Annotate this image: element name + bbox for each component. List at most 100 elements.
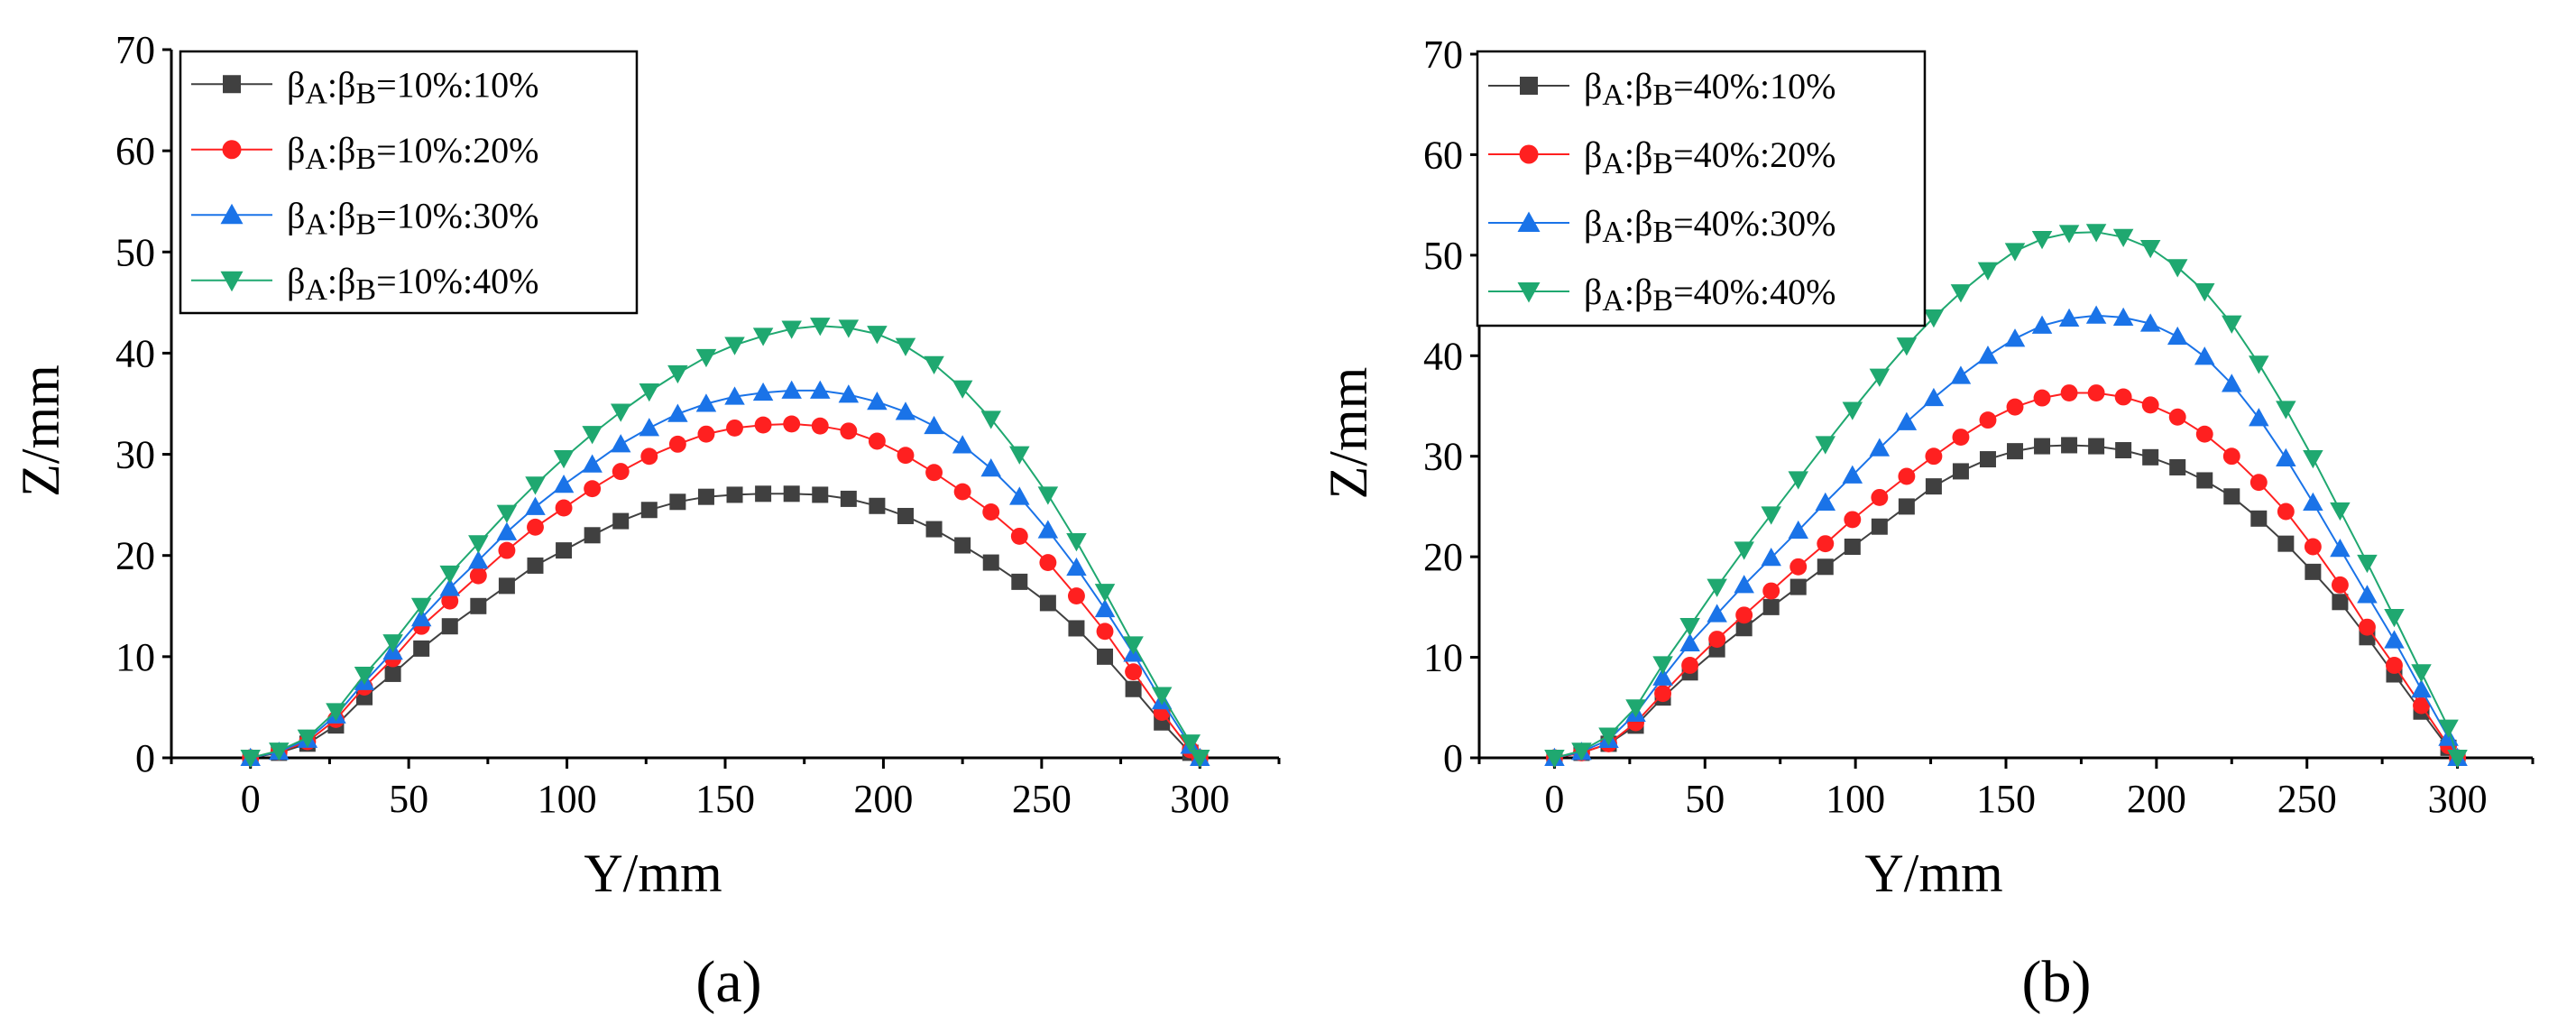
data-point	[754, 416, 772, 434]
data-point	[925, 521, 943, 538]
x-tick-label: 0	[241, 777, 261, 821]
data-point	[1898, 498, 1915, 515]
data-point	[783, 415, 801, 433]
data-point	[1066, 533, 1087, 552]
data-point	[2276, 447, 2296, 466]
data-point	[2085, 305, 2107, 324]
data-point	[1068, 587, 1085, 605]
series-line	[1554, 444, 2459, 759]
data-point	[1789, 558, 1808, 576]
data-point	[982, 554, 999, 571]
data-point	[2114, 388, 2132, 406]
data-point	[812, 486, 829, 503]
x-tick-label: 300	[1170, 777, 1229, 821]
data-point	[610, 403, 631, 422]
data-point	[2332, 594, 2349, 611]
data-point	[980, 410, 1001, 429]
data-point	[1950, 284, 1972, 303]
data-point	[1180, 734, 1201, 753]
data-point	[2250, 510, 2268, 527]
y-tick-label: 40	[1423, 334, 1463, 378]
data-point	[2195, 425, 2213, 443]
data-point	[2194, 282, 2215, 302]
data-point	[240, 750, 261, 769]
data-point	[410, 607, 432, 627]
data-point	[1068, 620, 1085, 637]
data-point	[1871, 518, 1888, 535]
data-point	[1571, 742, 1592, 761]
series-line	[250, 493, 1201, 759]
series-10%:20%	[242, 415, 1209, 767]
data-point	[1977, 262, 1999, 281]
legend-label: βA:βB=10%:30%	[287, 195, 538, 241]
data-point	[496, 521, 518, 540]
data-point	[2386, 657, 2403, 674]
data-point	[382, 634, 403, 653]
y-tick-label: 40	[115, 331, 155, 375]
data-point	[1788, 471, 1808, 490]
data-point	[1952, 463, 1969, 480]
data-point	[640, 502, 658, 519]
data-point	[1625, 699, 1646, 718]
legend-marker	[220, 203, 244, 225]
data-point	[2384, 630, 2405, 649]
data-point	[1037, 486, 1059, 505]
x-axis-label: Y/mm	[1864, 844, 2002, 903]
data-point	[2357, 585, 2378, 604]
legend-label: βA:βB=10%:20%	[287, 130, 538, 176]
legend: βA:βB=40%:10% βA:βB=40%:20% βA:βB=40%:30% β…	[1476, 50, 1927, 327]
data-point	[695, 393, 717, 412]
x-tick-label: 50	[389, 777, 428, 821]
data-point	[2277, 503, 2295, 521]
data-point	[810, 380, 831, 399]
data-point	[498, 541, 516, 559]
data-point	[1815, 492, 1836, 511]
data-point	[1679, 618, 1700, 637]
data-point	[2169, 458, 2186, 475]
x-tick-label: 100	[538, 777, 597, 821]
data-point	[895, 401, 916, 420]
data-point	[869, 497, 886, 514]
data-point	[2115, 442, 2132, 459]
data-point	[980, 458, 1001, 477]
data-point	[726, 419, 743, 437]
y-axis-label: Z/mm	[1319, 367, 1378, 500]
data-point	[697, 488, 714, 505]
legend-marker	[222, 140, 242, 160]
data-point	[468, 535, 489, 554]
data-point	[1125, 680, 1142, 697]
y-tick-label: 50	[115, 230, 155, 274]
data-point	[2061, 437, 2078, 454]
data-point	[783, 485, 800, 503]
data-point	[1761, 506, 1781, 525]
x-tick-label: 100	[1826, 777, 1885, 821]
data-point	[1190, 750, 1210, 769]
data-point	[2276, 401, 2296, 420]
x-tick-label: 150	[695, 777, 755, 821]
data-point	[639, 418, 660, 437]
data-point	[1788, 520, 1808, 540]
data-point	[867, 326, 888, 345]
data-point	[2007, 443, 2024, 460]
data-point	[2167, 326, 2188, 346]
legend-label: βA:βB=10%:10%	[287, 64, 538, 110]
data-point	[952, 380, 973, 399]
data-point	[1898, 467, 1916, 485]
y-tick-label: 20	[115, 534, 155, 578]
series-line	[250, 422, 1201, 759]
data-point	[840, 422, 858, 440]
data-point	[1544, 750, 1565, 769]
data-point	[924, 415, 944, 435]
data-point	[897, 507, 914, 524]
data-point	[2303, 492, 2323, 511]
data-point	[2058, 308, 2080, 327]
data-point	[925, 464, 943, 482]
data-point	[2304, 538, 2322, 556]
data-point	[2167, 259, 2188, 278]
data-point	[2004, 243, 2026, 262]
data-point	[924, 355, 944, 375]
data-point	[2411, 664, 2432, 683]
data-point	[1896, 337, 1918, 356]
series-40%:20%	[1545, 384, 2467, 767]
